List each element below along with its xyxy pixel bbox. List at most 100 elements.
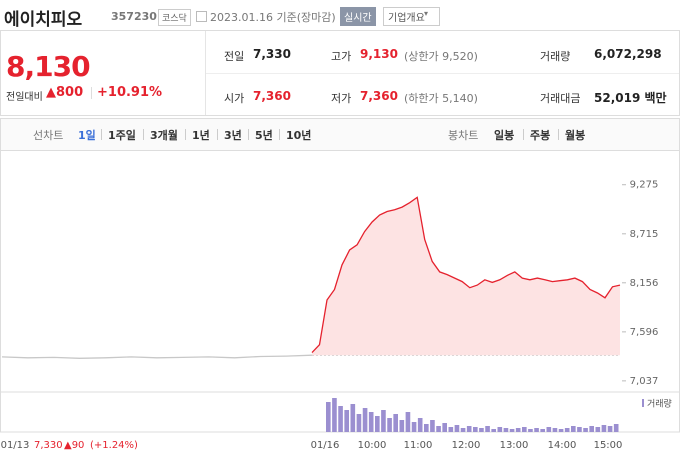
volume-bar — [411, 422, 417, 432]
y-tick-label: 7,037 — [630, 376, 659, 387]
volume-bar — [473, 427, 478, 432]
tab[interactable]: 1년 — [192, 129, 210, 142]
tab-divider — [143, 129, 144, 140]
stat-label: 저가 — [331, 92, 352, 105]
volume-bar — [442, 423, 447, 432]
stock-code: 357230 — [111, 10, 157, 23]
volume-bar — [430, 420, 435, 432]
x-tick-label: 01/16 — [311, 440, 340, 451]
volume-bar — [491, 429, 496, 432]
stat-value: 52,019 백만 — [594, 91, 667, 105]
price-line — [311, 196, 621, 354]
tab-divider — [523, 129, 524, 140]
volume-bar — [589, 426, 594, 432]
volume-bar — [558, 429, 564, 432]
legend-swatch — [642, 399, 644, 407]
tab[interactable]: 5년 — [255, 129, 273, 142]
overview-button[interactable]: 기업개요 — [383, 7, 440, 26]
y-tick-label: 7,596 — [630, 327, 659, 338]
dropdown-arrow: ▾ — [424, 9, 429, 18]
tab[interactable]: 주봉 — [530, 129, 551, 142]
volume-bar — [417, 418, 423, 432]
change-amount: ▲800 — [46, 85, 84, 100]
realtime-button[interactable]: 실시간 — [340, 7, 376, 26]
volume-bar — [583, 428, 588, 432]
current-price: 8,130 — [6, 50, 91, 83]
stat-value: 7,360 — [360, 89, 398, 103]
stat-label: 고가 — [331, 50, 352, 63]
x-tick-label: 13:00 — [500, 440, 529, 451]
volume-bar — [448, 427, 454, 432]
tab[interactable]: 3개월 — [150, 129, 178, 142]
prev-change: ▲90 — [64, 440, 84, 451]
volume-bar — [497, 427, 503, 432]
tab-divider — [217, 129, 218, 140]
divider — [205, 31, 206, 115]
y-tick-label: 8,715 — [630, 229, 659, 240]
volume-bar — [546, 427, 552, 432]
change-label: 전일대비 — [6, 92, 43, 103]
stock-name: 에이치피오 — [4, 10, 83, 30]
volume-bar — [577, 427, 582, 432]
tab[interactable]: 일봉 — [494, 129, 515, 142]
volume-bar — [503, 428, 509, 432]
tab[interactable]: 3년 — [224, 129, 242, 142]
stat-value: 7,360 — [253, 89, 291, 103]
volume-bar — [485, 426, 490, 432]
y-tick-label: 8,156 — [630, 278, 659, 289]
volume-bar — [460, 428, 466, 432]
tab[interactable]: 월봉 — [565, 129, 586, 142]
stat-label: 시가 — [224, 92, 245, 105]
x-tick-label: 14:00 — [548, 440, 577, 451]
volume-bar — [381, 410, 386, 432]
volume-bar — [613, 424, 619, 432]
market-badge: 코스닥 — [158, 9, 191, 26]
overview-text: 기업개요 — [388, 13, 425, 24]
volume-bar — [522, 427, 527, 432]
volume-bar — [338, 406, 343, 432]
volume-bar — [332, 398, 337, 432]
tab-divider — [279, 129, 280, 140]
x-tick-label: 12:00 — [452, 440, 481, 451]
volume-bar — [534, 428, 539, 432]
calendar-icon — [196, 11, 207, 22]
volume-bar — [356, 414, 362, 432]
stat-value: 9,130 — [360, 47, 398, 61]
tab[interactable]: 1주일 — [108, 129, 136, 142]
volume-bar — [607, 426, 613, 432]
tab-divider — [101, 129, 102, 140]
divider — [91, 87, 92, 99]
tab-label: 봉차트 — [448, 129, 479, 142]
volume-bar — [509, 429, 515, 432]
volume-bar — [515, 428, 521, 432]
price-line — [1, 354, 313, 359]
tab-divider — [558, 129, 559, 140]
stat-sub: (상한가 9,520) — [404, 50, 478, 63]
tab-divider — [248, 129, 249, 140]
base-date: 2023.01.16 기준(장마감) — [210, 11, 336, 24]
tab-divider — [185, 129, 186, 140]
stat-label: 전일 — [224, 50, 245, 63]
tab-label: 선차트 — [33, 129, 64, 142]
stat-value: 7,330 — [253, 47, 291, 61]
volume-bar — [350, 404, 356, 432]
volume-bar — [479, 428, 484, 432]
divider — [206, 73, 679, 74]
tab-bar — [0, 118, 680, 151]
volume-bar — [454, 425, 460, 432]
tab[interactable]: 1일 — [78, 129, 96, 142]
tab[interactable]: 10년 — [286, 129, 312, 142]
legend-label: 거래량 — [647, 398, 672, 410]
volume-bar — [405, 412, 411, 432]
stat-label: 거래대금 — [540, 92, 581, 105]
volume-bar — [528, 429, 533, 432]
stat-sub: (하한가 5,140) — [404, 92, 478, 105]
volume-bar — [540, 429, 545, 432]
stat-value: 6,072,298 — [594, 47, 662, 61]
volume-bar — [571, 426, 576, 432]
change-rate: +10.91% — [97, 85, 163, 100]
x-tick-label: 15:00 — [594, 440, 623, 451]
volume-bar — [436, 426, 441, 432]
